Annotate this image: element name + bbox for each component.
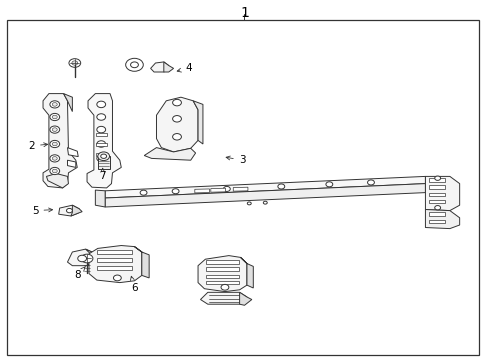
- Circle shape: [97, 101, 105, 108]
- Circle shape: [97, 114, 105, 120]
- Polygon shape: [156, 97, 198, 152]
- Circle shape: [247, 202, 251, 205]
- Circle shape: [97, 155, 105, 162]
- Polygon shape: [206, 267, 238, 271]
- Circle shape: [172, 189, 179, 194]
- Circle shape: [78, 255, 86, 262]
- Polygon shape: [428, 193, 444, 196]
- Circle shape: [434, 176, 440, 180]
- Circle shape: [223, 186, 230, 192]
- Polygon shape: [67, 148, 78, 157]
- Polygon shape: [67, 160, 76, 167]
- Circle shape: [130, 62, 138, 68]
- Text: 5: 5: [32, 206, 52, 216]
- Polygon shape: [206, 260, 238, 264]
- Polygon shape: [200, 292, 246, 304]
- Polygon shape: [43, 94, 77, 188]
- Circle shape: [367, 180, 374, 185]
- Circle shape: [52, 103, 57, 106]
- Circle shape: [52, 169, 57, 173]
- Circle shape: [50, 140, 60, 148]
- Circle shape: [50, 126, 60, 133]
- Polygon shape: [95, 190, 105, 207]
- Polygon shape: [193, 101, 203, 144]
- Polygon shape: [233, 187, 247, 191]
- Circle shape: [325, 182, 332, 187]
- Circle shape: [434, 206, 440, 210]
- Polygon shape: [198, 256, 246, 292]
- Circle shape: [50, 155, 60, 162]
- Polygon shape: [163, 62, 173, 72]
- Polygon shape: [150, 62, 168, 72]
- Polygon shape: [97, 250, 132, 254]
- Text: 8: 8: [74, 267, 85, 280]
- Polygon shape: [97, 266, 132, 270]
- Circle shape: [277, 184, 284, 189]
- Polygon shape: [89, 246, 142, 283]
- Polygon shape: [210, 188, 225, 192]
- Polygon shape: [96, 143, 106, 146]
- Polygon shape: [144, 148, 195, 160]
- Text: 4: 4: [177, 63, 191, 73]
- Circle shape: [97, 126, 105, 133]
- Polygon shape: [206, 275, 238, 278]
- Circle shape: [221, 284, 228, 290]
- Text: 6: 6: [130, 276, 138, 293]
- Polygon shape: [98, 156, 109, 169]
- Polygon shape: [134, 247, 149, 278]
- Circle shape: [172, 116, 181, 122]
- Text: 7: 7: [99, 168, 106, 181]
- Polygon shape: [63, 94, 72, 112]
- Polygon shape: [87, 94, 121, 188]
- Circle shape: [52, 142, 57, 146]
- Circle shape: [66, 208, 72, 213]
- Polygon shape: [85, 249, 97, 266]
- Circle shape: [172, 99, 181, 106]
- Polygon shape: [46, 174, 68, 188]
- Polygon shape: [428, 178, 444, 182]
- Circle shape: [113, 275, 121, 281]
- Circle shape: [52, 157, 57, 160]
- Polygon shape: [428, 212, 444, 216]
- Polygon shape: [71, 205, 82, 216]
- Circle shape: [52, 115, 57, 119]
- Circle shape: [69, 59, 81, 67]
- Polygon shape: [206, 281, 238, 284]
- Polygon shape: [96, 133, 106, 136]
- Polygon shape: [428, 200, 444, 203]
- Circle shape: [81, 254, 93, 263]
- Circle shape: [172, 134, 181, 140]
- Text: 1: 1: [240, 6, 248, 19]
- Circle shape: [50, 113, 60, 121]
- Text: 2: 2: [28, 141, 47, 151]
- Polygon shape: [194, 189, 209, 193]
- Circle shape: [50, 101, 60, 108]
- Polygon shape: [239, 292, 251, 305]
- Circle shape: [52, 128, 57, 131]
- Polygon shape: [105, 176, 425, 198]
- Polygon shape: [59, 205, 79, 216]
- Polygon shape: [96, 153, 106, 156]
- Polygon shape: [240, 257, 253, 288]
- Polygon shape: [425, 210, 459, 229]
- Polygon shape: [105, 184, 425, 207]
- Circle shape: [101, 154, 106, 158]
- Polygon shape: [428, 185, 444, 189]
- Circle shape: [140, 190, 147, 195]
- Circle shape: [98, 152, 109, 161]
- Circle shape: [263, 201, 266, 204]
- Polygon shape: [67, 249, 93, 266]
- Circle shape: [72, 61, 78, 65]
- Circle shape: [97, 141, 105, 147]
- Circle shape: [125, 58, 143, 71]
- Text: 3: 3: [225, 155, 245, 165]
- Circle shape: [50, 167, 60, 175]
- Polygon shape: [428, 220, 444, 223]
- Polygon shape: [425, 176, 459, 211]
- Polygon shape: [97, 258, 132, 262]
